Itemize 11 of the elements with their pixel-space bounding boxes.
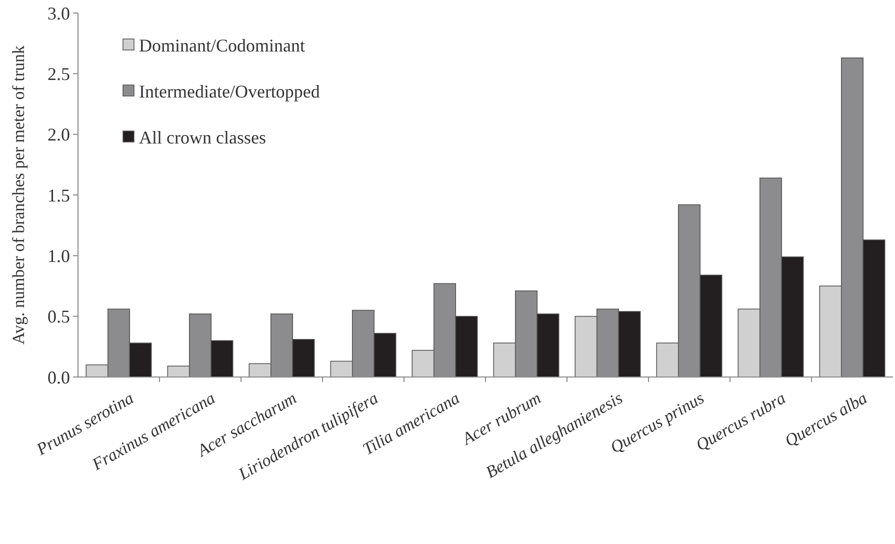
- y-tick-label: 0.0: [48, 367, 70, 388]
- y-axis-title: Avg. number of branches per meter of trunk: [9, 45, 28, 344]
- y-tick-label: 0.5: [48, 306, 70, 327]
- y-tick-label: 3.0: [48, 3, 70, 24]
- y-tick-label: 1.5: [48, 185, 70, 206]
- y-tick-label: 2.0: [48, 124, 70, 145]
- legend-label: Intermediate/Overtopped: [139, 81, 320, 102]
- legend-label: All crown classes: [139, 127, 266, 148]
- legend-label: Dominant/Codominant: [139, 35, 305, 56]
- y-tick-label: 1.0: [48, 246, 70, 266]
- y-tick-label: 2.5: [48, 64, 70, 84]
